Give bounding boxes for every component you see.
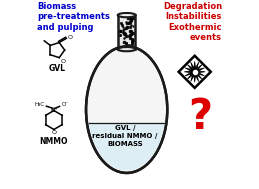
Text: GVL /
residual NMMO /
BIOMASS: GVL / residual NMMO / BIOMASS <box>92 125 157 147</box>
Text: H₃C: H₃C <box>34 102 45 107</box>
Polygon shape <box>184 61 205 82</box>
Polygon shape <box>179 56 211 88</box>
Text: Degradation
Instabilities
Exothermic
events: Degradation Instabilities Exothermic eve… <box>163 2 222 42</box>
Ellipse shape <box>118 47 136 51</box>
Text: N⁺: N⁺ <box>50 108 58 113</box>
Ellipse shape <box>118 13 136 17</box>
Text: GVL: GVL <box>48 64 65 73</box>
Text: ?: ? <box>188 96 212 138</box>
Ellipse shape <box>86 46 167 173</box>
Text: NMMO: NMMO <box>40 137 68 146</box>
Polygon shape <box>89 123 165 170</box>
Text: Biomass
pre-treatments
and pulping: Biomass pre-treatments and pulping <box>37 2 110 32</box>
Text: O: O <box>51 130 56 135</box>
Text: O: O <box>60 59 65 64</box>
Text: O: O <box>68 35 73 40</box>
Bar <box>118 15 135 49</box>
Text: O⁻: O⁻ <box>61 102 69 107</box>
